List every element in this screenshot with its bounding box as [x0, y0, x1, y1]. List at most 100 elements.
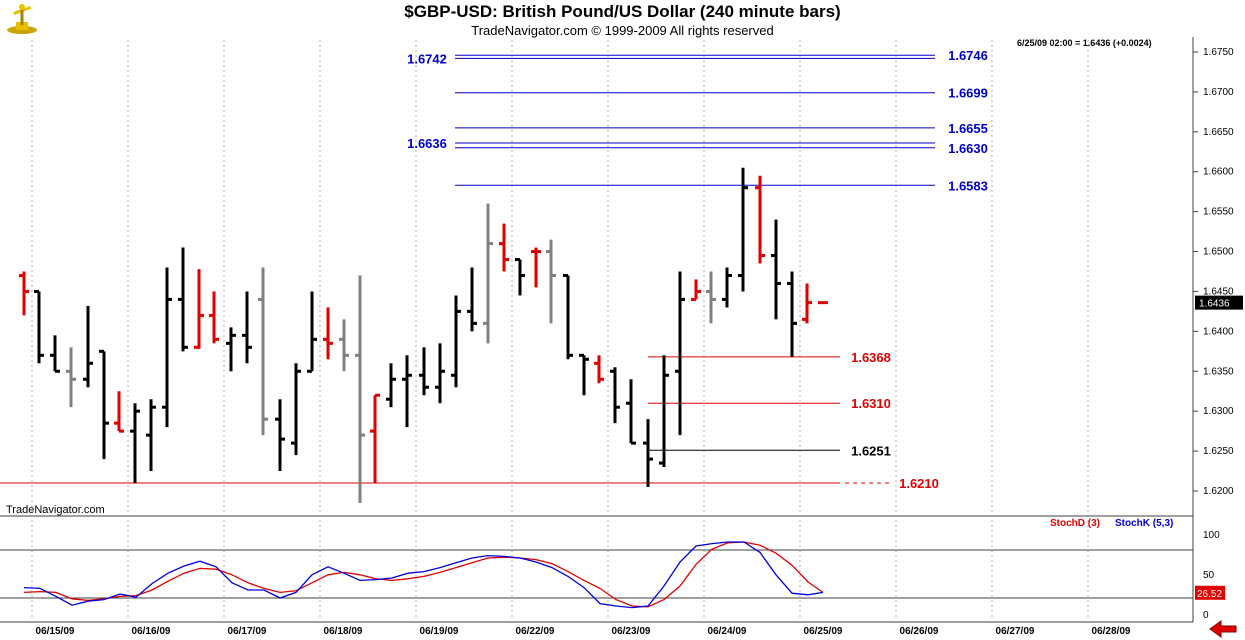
stoch-last-value-marker	[1195, 585, 1225, 600]
y-tick-label: 1.6300	[1203, 406, 1234, 417]
ohlc-bar	[355, 275, 365, 503]
stochastic-panel: 100 50 0 26.52	[0, 530, 1225, 621]
level-label: 1.6310	[851, 396, 891, 411]
level-label: 1.6210	[899, 476, 939, 491]
ohlc-bar	[594, 355, 604, 384]
ohlc-bar	[307, 291, 317, 373]
x-tick-label: 06/28/09	[1092, 626, 1131, 637]
ohlc-bar	[50, 335, 60, 373]
x-tick-label: 06/23/09	[612, 626, 651, 637]
y-tick-label: 1.6350	[1203, 366, 1234, 377]
x-tick-label: 06/17/09	[228, 626, 267, 637]
ohlc-bar	[34, 289, 44, 364]
chart-frame	[0, 37, 1193, 622]
trade-navigator-logo-icon	[7, 4, 37, 34]
ohlc-bar	[258, 267, 268, 436]
ohlc-bar	[451, 295, 461, 388]
price-bars	[19, 167, 828, 503]
level-label: 1.6636	[407, 136, 447, 151]
ohlc-bar	[209, 291, 219, 344]
last-price-marker	[1195, 295, 1243, 310]
level-label: 1.6583	[948, 178, 988, 193]
stoch-d-label: StochD (3)	[1050, 518, 1100, 529]
x-tick-label: 06/16/09	[132, 626, 171, 637]
stoch-y-tick-label: 50	[1203, 570, 1215, 581]
level-label: 1.6368	[851, 350, 891, 365]
ohlc-bar	[130, 403, 140, 484]
ohlc-bar	[531, 247, 541, 288]
ohlc-bar	[435, 343, 445, 404]
ohlc-bar	[643, 419, 653, 488]
y-tick-label: 1.6750	[1203, 47, 1234, 58]
x-tick-label: 06/26/09	[900, 626, 939, 637]
chart-title: $GBP-USD: British Pound/US Dollar (240 m…	[404, 2, 841, 21]
level-label: 1.6746	[948, 48, 988, 63]
ohlc-bar	[787, 271, 797, 357]
ohlc-bar	[114, 391, 124, 433]
scroll-left-arrow-icon[interactable]	[1208, 620, 1238, 638]
y-tick-label: 1.6600	[1203, 167, 1234, 178]
level-label: 1.6699	[948, 86, 988, 101]
ohlc-bar	[19, 271, 29, 316]
ohlc-bar	[242, 291, 252, 364]
level-label: 1.6655	[948, 121, 988, 136]
x-tick-label: 06/27/09	[996, 626, 1035, 637]
y-tick-label: 1.6200	[1203, 486, 1234, 497]
last-price-label: 1.6436	[1199, 299, 1230, 310]
ohlc-bar	[83, 305, 93, 388]
ohlc-bar	[563, 273, 573, 360]
x-tick-label: 06/19/09	[420, 626, 459, 637]
ohlc-bar	[370, 393, 380, 484]
y-tick-label: 1.6400	[1203, 326, 1234, 337]
x-tick-label: 06/18/09	[324, 626, 363, 637]
level-label: 1.6630	[948, 141, 988, 156]
ohlc-bar	[722, 267, 732, 308]
ohlc-bar	[386, 363, 396, 408]
ohlc-bar	[402, 355, 412, 428]
stoch-y-tick-label: 0	[1203, 610, 1209, 621]
ohlc-bar	[546, 239, 556, 324]
ohlc-bar	[226, 327, 236, 372]
chart-subtitle: TradeNavigator.com © 1999-2009 All right…	[471, 23, 774, 38]
ohlc-bar	[626, 379, 636, 445]
ohlc-bar	[419, 347, 429, 396]
ohlc-bar	[738, 167, 748, 292]
ohlc-bar	[755, 175, 765, 264]
axes: 06/15/09 06/16/09 06/17/09 06/18/09 06/19/09…	[0, 37, 1243, 637]
ohlc-bar	[802, 283, 812, 324]
ohlc-bar	[467, 267, 477, 332]
ohlc-bar	[579, 353, 589, 396]
ohlc-bar	[515, 258, 525, 296]
ohlc-bar	[146, 399, 156, 472]
level-label: 1.6742	[407, 51, 447, 66]
stoch-last-value-label: 26.52	[1197, 589, 1222, 600]
y-tick-label: 1.6250	[1203, 446, 1234, 457]
y-tick-label: 1.6500	[1203, 247, 1234, 258]
ohlc-bar	[771, 219, 781, 320]
status-readout: 6/25/09 02:00 = 1.6436 (+0.0024)	[1017, 38, 1152, 48]
ohlc-bar	[659, 355, 669, 468]
y-tick-label: 1.6550	[1203, 207, 1234, 218]
ohlc-bar	[499, 223, 509, 272]
x-tick-label: 06/25/09	[804, 626, 843, 637]
grid	[31, 40, 1089, 618]
y-tick-label: 1.6450	[1203, 286, 1234, 297]
ohlc-bar	[323, 307, 333, 360]
ohlc-bar	[178, 247, 188, 352]
x-tick-label: 06/15/09	[36, 626, 75, 637]
y-tick-label: 1.6700	[1203, 87, 1234, 98]
ohlc-bar	[99, 349, 109, 460]
ohlc-bar	[194, 269, 204, 349]
x-tick-label: 06/24/09	[708, 626, 747, 637]
x-tick-label: 06/22/09	[516, 626, 555, 637]
ohlc-bar	[162, 267, 172, 428]
ohlc-bar	[339, 319, 349, 372]
watermark: TradeNavigator.com	[6, 504, 105, 516]
ohlc-bar	[691, 279, 701, 301]
ohlc-bar	[291, 363, 301, 456]
stoch-y-tick-label: 100	[1203, 530, 1220, 541]
y-tick-label: 1.6650	[1203, 127, 1234, 138]
stoch-series-line	[23, 541, 824, 609]
ohlc-bar	[483, 203, 493, 344]
